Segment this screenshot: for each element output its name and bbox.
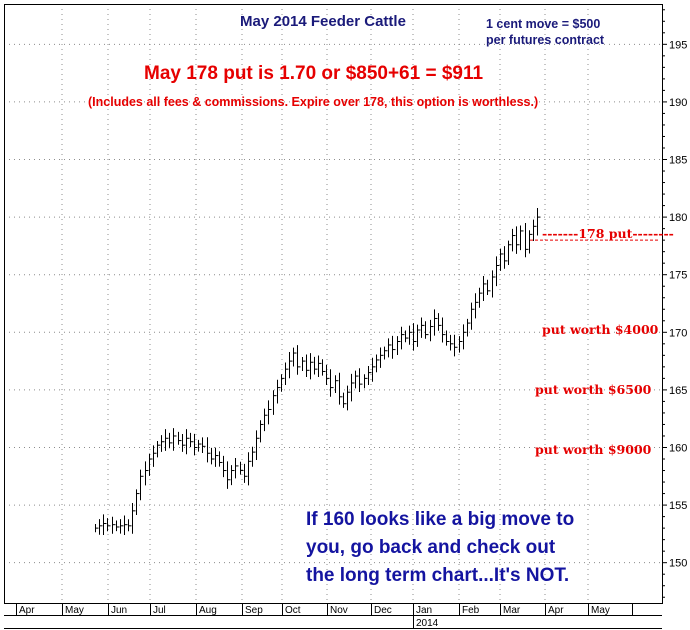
y-tick-label: 175 xyxy=(669,270,687,282)
bottom-note-line-2: you, go back and check out xyxy=(306,537,556,558)
month-label: May xyxy=(591,605,610,616)
bottom-note-line-1: If 160 looks like a big move to xyxy=(306,509,575,530)
month-label: Jun xyxy=(111,605,127,616)
chart-title: May 2014 Feeder Cattle xyxy=(240,13,406,30)
put-value-label: put worth $4000 xyxy=(542,322,659,337)
time-axis: Apr May Jun Jul Aug Sep Oct Nov Dec Jan Feb Mar Apr M… xyxy=(16,603,633,629)
month-label: Jan xyxy=(416,605,432,616)
strike-label: -------178 put-------- xyxy=(542,226,674,241)
y-tick-label: 180 xyxy=(669,212,687,224)
month-label: Apr xyxy=(19,605,35,616)
y-tick-label: 195 xyxy=(669,39,687,51)
y-tick-label: 190 xyxy=(669,97,687,109)
y-tick-label: 165 xyxy=(669,385,687,397)
y-tick-label: 150 xyxy=(669,558,687,570)
bottom-note-line-3: the long term chart...It's NOT. xyxy=(306,565,570,586)
y-tick-label: 185 xyxy=(669,155,687,167)
month-label: Sep xyxy=(245,605,263,616)
month-label: Oct xyxy=(285,605,301,616)
contract-note: 1 cent move = $500 per futures contract xyxy=(486,16,604,48)
y-tick-label: 155 xyxy=(669,500,687,512)
month-label: Apr xyxy=(548,605,564,616)
headline: May 178 put is 1.70 or $850+61 = $911 xyxy=(144,63,484,84)
price-bars xyxy=(95,207,660,535)
month-label: Dec xyxy=(374,605,392,616)
y-tick-label: 160 xyxy=(669,442,687,454)
fees-note: (Includes all fees & commissions. Expire… xyxy=(88,95,539,109)
put-value-label: put worth $9000 xyxy=(535,442,652,457)
contract-note-line-2: per futures contract xyxy=(486,33,605,47)
contract-note-line-1: 1 cent move = $500 xyxy=(486,17,601,31)
price-axis: 150 155 160 165 170 175 180 185 190 195 xyxy=(662,9,687,598)
plot-frame xyxy=(4,4,663,629)
bottom-note: If 160 looks like a big move to you, go … xyxy=(306,506,574,590)
month-label: May xyxy=(65,605,84,616)
put-value-label: put worth $6500 xyxy=(535,382,652,397)
month-label: Feb xyxy=(462,605,480,616)
month-label: Mar xyxy=(503,605,521,616)
month-label: Aug xyxy=(199,605,217,616)
month-label: Nov xyxy=(330,605,348,616)
month-label: Jul xyxy=(153,605,166,616)
year-label: 2014 xyxy=(416,618,439,629)
y-tick-label: 170 xyxy=(669,327,687,339)
